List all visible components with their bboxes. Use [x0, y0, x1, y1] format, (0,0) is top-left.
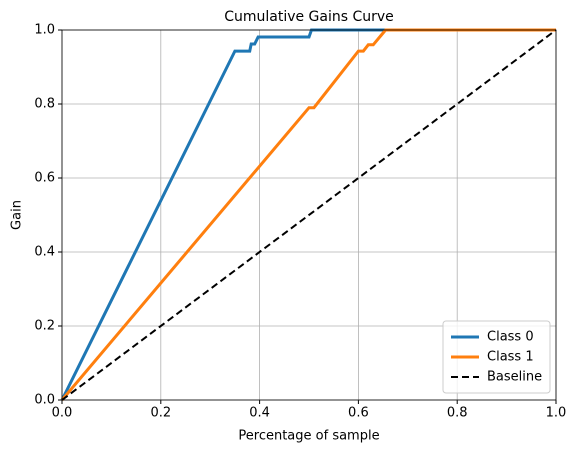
legend-label: Class 0	[487, 330, 534, 345]
x-tick-label: 0.2	[150, 406, 171, 421]
y-tick-label: 0.0	[34, 393, 55, 408]
x-tick-label: 1.0	[546, 406, 567, 421]
line-series	[60, 28, 556, 401]
y-tick-label: 0.8	[34, 97, 55, 112]
y-tick-label: 1.0	[34, 23, 55, 38]
y-axis-label: Gain	[10, 200, 25, 230]
plot-frame	[61, 29, 557, 401]
legend-label: Class 1	[487, 350, 534, 365]
x-tick-label: 0.4	[249, 406, 270, 421]
x-tick-label: 0.8	[447, 406, 468, 421]
x-tick-label: 0.6	[348, 406, 369, 421]
y-tick-label: 0.2	[34, 319, 55, 334]
legend-box	[442, 320, 551, 394]
chart-title: Cumulative Gains Curve	[224, 9, 394, 25]
x-axis-label: Percentage of sample	[238, 429, 379, 444]
y-tick-label: 0.6	[34, 171, 55, 186]
x-tick-label: 0.0	[52, 406, 73, 421]
legend-label: Baseline	[487, 370, 542, 385]
line-series	[61, 29, 557, 401]
y-tick-label: 0.4	[34, 245, 55, 260]
line-series	[60, 28, 556, 401]
